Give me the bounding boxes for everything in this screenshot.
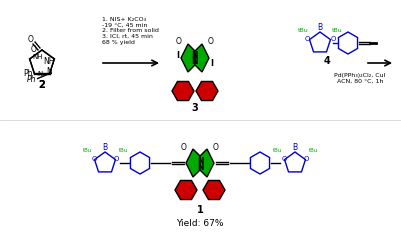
Polygon shape	[195, 44, 209, 72]
Text: 4: 4	[324, 56, 330, 66]
Text: 2: 2	[38, 80, 45, 90]
Polygon shape	[172, 82, 194, 100]
Text: O: O	[304, 36, 310, 42]
Polygon shape	[181, 44, 195, 72]
Text: N: N	[192, 52, 198, 61]
Text: NH: NH	[32, 54, 43, 60]
Text: 3: 3	[192, 103, 198, 113]
Text: N: N	[197, 162, 203, 172]
Text: Pd(PPh₃)₂Cl₂, CuI
ACN, 80 °C, 1h: Pd(PPh₃)₂Cl₂, CuI ACN, 80 °C, 1h	[334, 73, 386, 83]
Text: tBu: tBu	[308, 149, 318, 154]
Text: O: O	[28, 35, 34, 44]
Text: 1: 1	[196, 205, 203, 215]
Text: O: O	[181, 143, 187, 152]
Text: tBu: tBu	[332, 29, 342, 33]
Polygon shape	[196, 82, 218, 100]
Text: Yield: 67%: Yield: 67%	[176, 218, 224, 227]
Text: 1. NIS+ K₂CO₃
-19 °C, 45 min
2. Filter from solid
3. ICl, rt, 45 min
68 % yield: 1. NIS+ K₂CO₃ -19 °C, 45 min 2. Filter f…	[101, 17, 158, 45]
Text: tBu: tBu	[118, 149, 128, 154]
Text: N: N	[46, 66, 52, 75]
Text: O: O	[303, 156, 309, 162]
Text: O: O	[282, 156, 287, 162]
Text: I: I	[211, 59, 213, 67]
Text: I: I	[176, 51, 180, 60]
Polygon shape	[203, 181, 225, 200]
Polygon shape	[200, 149, 214, 177]
Text: tBu: tBu	[272, 149, 282, 154]
Text: N: N	[197, 156, 203, 165]
Text: tBu: tBu	[82, 149, 91, 154]
Text: NH: NH	[43, 57, 55, 65]
Text: O: O	[330, 36, 336, 42]
Text: Ph: Ph	[23, 68, 33, 77]
Text: O: O	[213, 143, 219, 152]
Text: B: B	[102, 144, 107, 153]
Text: O: O	[176, 37, 182, 47]
Text: N: N	[192, 58, 198, 66]
Text: O: O	[208, 37, 214, 47]
Text: O: O	[113, 156, 119, 162]
Text: O: O	[31, 44, 37, 54]
Text: O: O	[91, 156, 97, 162]
Text: N: N	[37, 70, 43, 77]
Text: Ph: Ph	[27, 75, 36, 84]
Text: 2: 2	[38, 80, 45, 90]
Text: B: B	[292, 144, 298, 153]
Text: B: B	[318, 24, 322, 32]
Text: tBu: tBu	[298, 29, 308, 33]
Polygon shape	[175, 181, 197, 200]
Polygon shape	[186, 149, 200, 177]
